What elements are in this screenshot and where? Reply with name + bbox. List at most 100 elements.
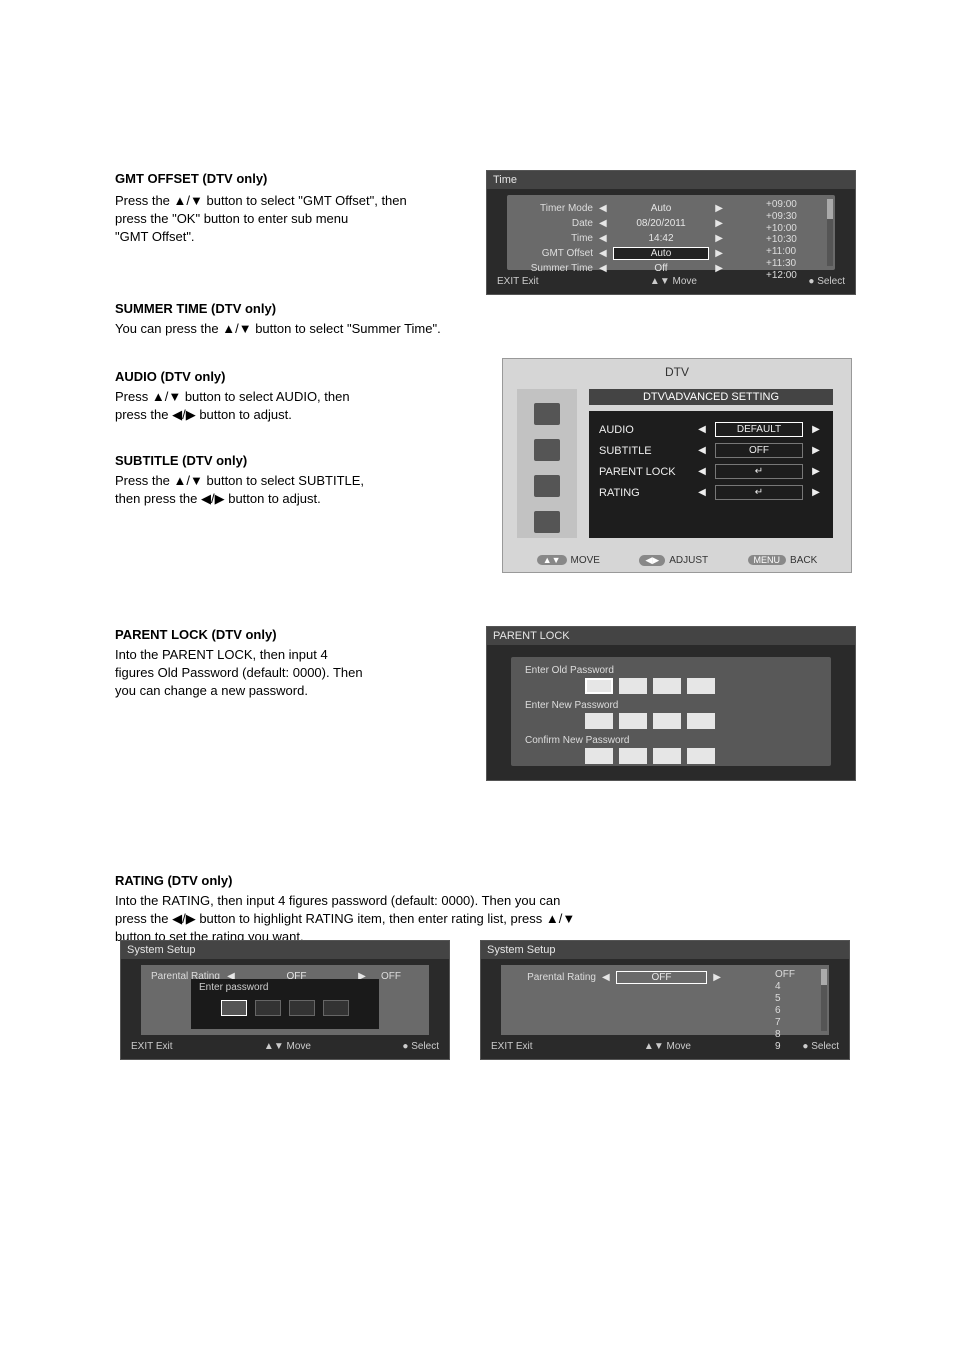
- settings-icon[interactable]: [534, 475, 560, 497]
- time-row-label: Timer Mode: [513, 203, 593, 214]
- offset-item[interactable]: +09:30: [766, 211, 821, 223]
- modal-title: Enter password: [191, 979, 379, 996]
- subtitle-line1: Press the button to select SUBTITLE,: [115, 472, 485, 490]
- dtv-subheader: DTV\ADVANCED SETTING: [589, 389, 833, 405]
- password-box[interactable]: [619, 713, 647, 729]
- password-boxes: [585, 748, 817, 764]
- arrow-left-icon: ◀: [599, 203, 607, 214]
- offset-item[interactable]: +11:30: [766, 258, 821, 270]
- rating-line1: Into the RATING, then input 4 figures pa…: [115, 892, 855, 910]
- password-box[interactable]: [653, 713, 681, 729]
- dtv-row[interactable]: RATING ◀ ↵ ▶: [599, 482, 823, 503]
- password-boxes: [585, 713, 817, 729]
- rating-option[interactable]: 4: [775, 981, 815, 993]
- rating-option[interactable]: 5: [775, 993, 815, 1005]
- password-box[interactable]: [619, 748, 647, 764]
- display-icon[interactable]: [534, 511, 560, 533]
- offset-item[interactable]: +11:00: [766, 246, 821, 258]
- password-box[interactable]: [619, 678, 647, 694]
- dtv-row[interactable]: SUBTITLE ◀ OFF ▶: [599, 440, 823, 461]
- dtv-row-label: RATING: [599, 487, 689, 499]
- password-box[interactable]: [221, 1000, 247, 1016]
- page: GMT OFFSET (DTV only) Press the button t…: [0, 0, 954, 1350]
- password-box[interactable]: [687, 748, 715, 764]
- plock-line3: you can change a new password.: [115, 682, 475, 700]
- password-box[interactable]: [585, 713, 613, 729]
- screenshot-time: Time Timer Mode ◀ Auto ▶ Date ◀ 08/20/20…: [486, 170, 856, 295]
- gmt-line1-pre: Press the: [115, 193, 174, 208]
- arrow-right-icon: ▶: [715, 218, 723, 229]
- plock-title: PARENT LOCK: [487, 627, 855, 645]
- time-rows: Timer Mode ◀ Auto ▶ Date ◀ 08/20/2011 ▶ …: [513, 201, 723, 276]
- scrollbar-thumb[interactable]: [821, 969, 827, 985]
- gmt-line3: "GMT Offset".: [115, 228, 475, 246]
- audio-line1-post: button to select AUDIO, then: [181, 389, 349, 404]
- dtv-row-value: OFF: [715, 443, 803, 458]
- up-down-icon: [222, 321, 251, 336]
- time-row-label: GMT Offset: [513, 248, 593, 259]
- up-down-icon: [152, 389, 181, 404]
- rating-label: Parental Rating: [511, 972, 596, 983]
- footer-move: ▲▼ Move: [650, 276, 697, 287]
- subtitle-line2-post: button to adjust.: [225, 491, 321, 506]
- rating-list-top[interactable]: Parental Rating ◀ OFF ▶: [511, 971, 721, 984]
- screenshot-parent-lock: PARENT LOCK Enter Old Password Enter New…: [486, 626, 856, 781]
- password-box[interactable]: [653, 678, 681, 694]
- password-box[interactable]: [289, 1000, 315, 1016]
- rating-line2-pre: press the: [115, 911, 172, 926]
- heading-rating: RATING (DTV only): [115, 872, 232, 890]
- arrow-left-icon: ◀: [599, 233, 607, 244]
- scrollbar[interactable]: [827, 199, 833, 266]
- arrow-right-icon: ▶: [809, 466, 823, 477]
- rating-option[interactable]: 6: [775, 1005, 815, 1017]
- arrow-right-icon: ▶: [715, 248, 723, 259]
- password-box[interactable]: [585, 748, 613, 764]
- offset-item[interactable]: +09:00: [766, 199, 821, 211]
- time-row-value: 08/20/2011: [613, 217, 710, 230]
- rating-option[interactable]: 7: [775, 1017, 815, 1029]
- rating-line2-mid: button to highlight RATING item, then en…: [196, 911, 546, 926]
- gmt-line1-post: button to select "GMT Offset", then: [203, 193, 407, 208]
- footer-select: ● Select: [808, 276, 845, 287]
- password-box[interactable]: [255, 1000, 281, 1016]
- rating-option[interactable]: OFF: [775, 969, 815, 981]
- time-row[interactable]: Time ◀ 14:42 ▶: [513, 231, 723, 246]
- scrollbar[interactable]: [821, 969, 827, 1031]
- scrollbar-thumb[interactable]: [827, 199, 833, 219]
- plock-row-label: Enter Old Password: [525, 665, 817, 676]
- password-box[interactable]: [585, 678, 613, 694]
- arrow-left-icon: ◀: [599, 218, 607, 229]
- arrow-left-icon: ◀: [695, 445, 709, 456]
- picture-icon[interactable]: [534, 403, 560, 425]
- offset-item[interactable]: +10:30: [766, 234, 821, 246]
- time-row[interactable]: Timer Mode ◀ Auto ▶: [513, 201, 723, 216]
- password-box[interactable]: [653, 748, 681, 764]
- time-row[interactable]: Date ◀ 08/20/2011 ▶: [513, 216, 723, 231]
- arrow-right-icon: ▶: [715, 203, 723, 214]
- heading-plock: PARENT LOCK (DTV only): [115, 626, 277, 644]
- time-footer: EXIT Exit ▲▼ Move ● Select: [487, 273, 855, 290]
- dtv-row[interactable]: PARENT LOCK ◀ ↵ ▶: [599, 461, 823, 482]
- rating-pw-footer: EXIT Exit ▲▼ Move ● Select: [121, 1038, 449, 1055]
- password-box[interactable]: [687, 713, 715, 729]
- offset-item[interactable]: +10:00: [766, 223, 821, 235]
- dtv-row[interactable]: AUDIO ◀ DEFAULT ▶: [599, 419, 823, 440]
- audio-line2: press the button to adjust.: [115, 406, 485, 424]
- password-boxes: [585, 678, 817, 694]
- left-right-icon: [201, 491, 225, 506]
- time-offsets: +09:00+09:30+10:00+10:30+11:00+11:30+12:…: [766, 199, 821, 282]
- dtv-hintbar: ▲▼MOVE ◀▶ADJUST MENUBACK: [517, 555, 837, 566]
- left-right-icon: [172, 911, 196, 926]
- arrow-right-icon: ▶: [809, 487, 823, 498]
- password-box[interactable]: [323, 1000, 349, 1016]
- screenshot-rating-list: System Setup Parental Rating ◀ OFF ▶ OFF…: [480, 940, 850, 1060]
- time-row[interactable]: GMT Offset ◀ Auto ▶: [513, 246, 723, 261]
- up-down-icon: [174, 473, 203, 488]
- screenshot-dtv: DTV DTV\ADVANCED SETTING AUDIO ◀ DEFAULT…: [502, 358, 852, 573]
- summer-line1-pre: You can press the: [115, 321, 222, 336]
- music-icon[interactable]: [534, 439, 560, 461]
- footer-move: ▲▼ Move: [644, 1041, 691, 1052]
- password-box[interactable]: [687, 678, 715, 694]
- dtv-row-value: DEFAULT: [715, 422, 803, 437]
- dtv-header: DTV: [503, 359, 851, 381]
